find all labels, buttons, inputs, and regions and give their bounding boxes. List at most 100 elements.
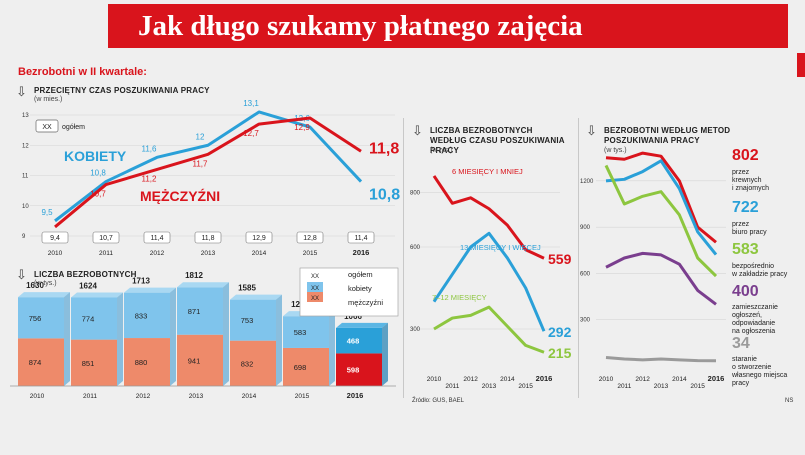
end-label: 802 [732,147,759,164]
data-label: 11,8 [369,140,399,157]
legend-xx: XX [311,296,319,302]
end-label: 559 [548,251,572,267]
y-tick-label: 600 [410,245,421,251]
bar-value: 941 [188,356,201,365]
x-tick-label: 2011 [83,393,97,400]
series-description: biuro pracy [732,229,767,236]
x-tick-label: 2015 [303,250,318,257]
ns-note: NS [785,398,794,404]
x-tick-label: 2010 [30,393,45,400]
bar-value: 753 [241,316,254,325]
legend-xx: XX [311,274,319,280]
bar-value: 874 [29,358,42,367]
series-name-men: MĘŻCZYŹNI [140,188,220,204]
end-label: 583 [732,241,759,258]
total-label: 12,8 [303,235,317,242]
series-name: 13 MIESIĘCY I WIĘCEJ [460,243,541,252]
bar-women [283,316,329,348]
x-tick-label: 2015 [518,383,533,390]
bar-top [336,322,388,328]
series-description: w zakładzie pracy [731,271,788,278]
x-tick-label: 2012 [463,376,478,383]
bar-value: 774 [82,315,95,324]
y-tick-label: 800 [410,190,421,196]
series-description: odpowiadanie [732,320,775,327]
chart3-title: Liczba bezrobotnych według czasu poszuki… [430,126,565,155]
x-tick-label: 2011 [99,250,113,257]
total-label: 11,4 [150,235,163,242]
series-description: przez [732,221,750,228]
x-tick-label: 2012 [635,376,650,383]
legend-label: ogółem [348,270,373,279]
data-label: 12,9 [294,123,310,132]
legend-box-text: XX [42,124,52,131]
x-tick-label: 2011 [617,383,631,390]
end-label: 400 [732,283,759,300]
y-tick-label: 900 [580,225,591,231]
series-description: i znajomych [732,185,769,192]
bar-side [64,292,70,386]
chart4-unit: (w tys.) [604,147,627,154]
series-description: zamieszczanie [732,304,778,311]
bar-side [382,322,388,386]
total-box [41,231,69,244]
data-label: 13,1 [243,99,259,108]
chart3-unit: (w tys.) [430,147,453,154]
series-name-women: KOBIETY [64,148,127,164]
total-label: 12,9 [252,235,266,242]
total-box [143,231,171,244]
bar-side [223,282,229,386]
series-description: staranie [732,356,757,363]
x-tick-label: 2012 [150,250,165,257]
series-description: na ogłoszenia [732,328,775,335]
bar-value: 833 [135,311,148,320]
x-tick-label: 2014 [672,376,687,383]
total-label: 11,8 [201,235,214,242]
bar-men [71,339,117,386]
x-tick-label: 2015 [295,393,310,400]
end-label: 215 [548,345,572,361]
x-tick-label: 2014 [242,393,257,400]
series-line [605,151,717,244]
bar-top [177,282,229,288]
series-line [433,305,545,354]
y-tick-label: 10 [22,204,29,210]
x-tick-label: 2012 [136,393,151,400]
data-label: 11,6 [142,144,158,153]
x-tick-label: 2016 [708,374,725,383]
series-line [605,251,717,306]
chart2-unit: (w tys.) [34,280,57,287]
y-tick-label: 11 [22,174,29,180]
x-tick-label: 2016 [347,391,364,400]
x-tick-label: 2011 [445,383,459,390]
y-tick-label: 9 [22,234,26,240]
x-tick-label: 2014 [252,250,267,257]
bar-value: 698 [294,363,307,372]
series-description: ogłoszeń, [732,312,762,319]
bar-total: 1630 [26,281,44,290]
data-label: 12 [196,132,205,141]
y-tick-label: 12 [22,143,29,149]
bar-total: 1812 [185,271,203,280]
data-label: 11,7 [193,159,209,168]
bar-women [124,292,170,339]
y-tick-label: 1200 [580,179,594,185]
x-tick-label: 2010 [48,250,63,257]
bar-value: 871 [188,307,201,316]
series-name: 6 MIESIĘCY I MNIEJ [452,167,523,176]
bar-women [18,297,64,339]
legend-label: ogółem [62,124,85,131]
bar-women [71,297,117,340]
bar-side [276,294,282,386]
total-box [245,231,273,244]
series-line [605,356,717,363]
down-arrow-icon: ⇩ [412,123,423,138]
legend-xx: XX [311,286,319,292]
bar-men [18,338,64,386]
bar-top [124,287,176,293]
total-box [296,231,324,244]
end-label: 34 [732,335,750,352]
divider [403,118,404,398]
x-tick-label: 2013 [654,383,669,390]
bar-top [71,292,123,298]
